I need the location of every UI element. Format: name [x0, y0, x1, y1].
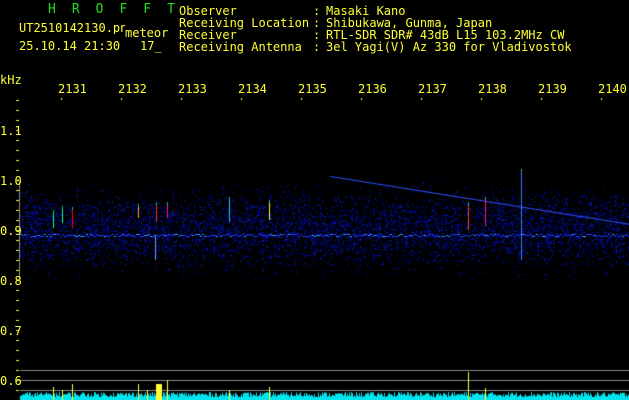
y-tick-label: 0.6 — [0, 374, 22, 388]
receiver-value: RTL-SDR SDR# 43dB L15 103.2MHz CW — [326, 28, 565, 42]
y-unit-label: kHz — [0, 73, 22, 87]
receiver-label: Receiver — [179, 28, 237, 42]
datetime: 25.10.14 21:30 — [19, 39, 121, 53]
location-value: Shibukawa, Gunma, Japan — [326, 16, 493, 30]
x-tick-label: 2135 — [298, 82, 326, 96]
colon: : — [313, 16, 321, 30]
colon: : — [313, 28, 321, 42]
antenna-label: Receiving Antenna — [179, 40, 302, 54]
y-tick-label: 1.1 — [0, 124, 22, 138]
x-tick-label: 2133 — [178, 82, 206, 96]
location-label: Receiving Location — [179, 16, 310, 30]
observer-value: Masaki Kano — [326, 4, 406, 18]
x-tick-label: 2132 — [118, 82, 146, 96]
x-tick-label: 2138 — [478, 82, 506, 96]
y-tick-label: 0.8 — [0, 274, 22, 288]
x-tick-label: 2131 — [58, 82, 86, 96]
x-tick-label: 2139 — [538, 82, 566, 96]
x-tick-label: 2136 — [358, 82, 386, 96]
y-tick-label: 1.0 — [0, 174, 22, 188]
spectrogram-waterfall — [0, 95, 629, 400]
antenna-value: 3el Yagi(V) Az 330 for Vladivostok — [326, 40, 572, 54]
x-tick-label: 2134 — [238, 82, 266, 96]
x-tick-label: 2137 — [418, 82, 446, 96]
mode-label: meteor — [125, 26, 169, 40]
filename: UT2510142130.png — [19, 22, 125, 34]
app-title: HROFFT — [48, 2, 191, 17]
counter: 17_ — [140, 39, 162, 53]
observer-label: Observer — [179, 4, 237, 18]
y-tick-label: 0.7 — [0, 324, 22, 338]
y-tick-label: 0.9 — [0, 224, 22, 238]
colon: : — [313, 40, 321, 54]
colon: : — [313, 4, 321, 18]
x-tick-label: 2140 — [598, 82, 627, 96]
